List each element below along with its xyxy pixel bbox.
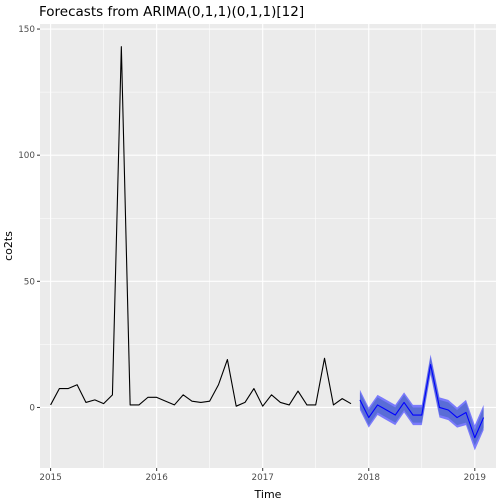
grid-major — [40, 24, 496, 468]
x-axis-title: Time — [254, 488, 282, 501]
x-tick-label: 2019 — [464, 473, 486, 483]
y-axis-title: co2ts — [2, 231, 15, 261]
y-tick-label: 0 — [29, 403, 35, 413]
y-tick-label: 100 — [18, 151, 35, 161]
x-tick-label: 2015 — [39, 473, 61, 483]
x-tick-label: 2017 — [252, 473, 274, 483]
x-axis: 2015 2016 2017 2018 2019 — [39, 468, 486, 483]
y-tick-label: 150 — [18, 25, 35, 35]
series-layer — [50, 46, 485, 451]
forecast-mean-line — [359, 364, 485, 439]
y-tick-label: 50 — [24, 277, 36, 287]
x-tick-label: 2018 — [358, 473, 380, 483]
chart-title: Forecasts from ARIMA(0,1,1)(0,1,1)[12] — [39, 4, 304, 20]
x-tick-label: 2016 — [145, 473, 168, 483]
observed-series-line — [50, 46, 352, 407]
plot-panel — [40, 24, 496, 468]
grid-minor — [40, 24, 496, 468]
y-axis: 0 50 100 150 — [18, 25, 40, 413]
